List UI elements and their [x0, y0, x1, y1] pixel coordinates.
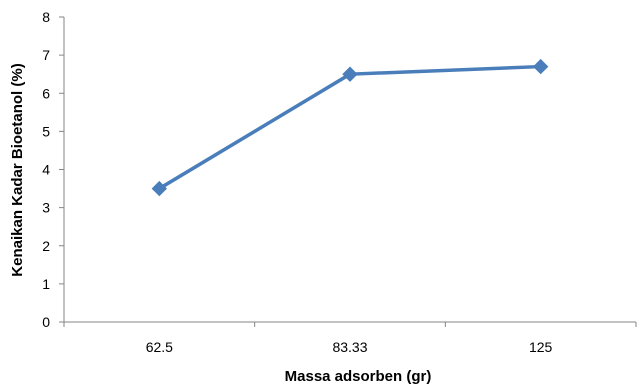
y-tick-label: 0: [42, 314, 50, 330]
data-point-marker: [342, 66, 358, 82]
x-tick-label: 125: [529, 339, 553, 355]
y-tick-label: 5: [42, 123, 50, 139]
y-tick-label: 8: [42, 9, 50, 25]
x-axis-title: Massa adsorben (gr): [285, 368, 432, 385]
x-tick-label: 83.33: [332, 339, 367, 355]
data-point-marker: [532, 58, 549, 75]
y-tick-label: 2: [42, 238, 50, 254]
data-point-marker: [151, 180, 168, 197]
y-tick-label: 1: [42, 276, 50, 292]
y-tick-label: 7: [42, 47, 50, 63]
y-tick-label: 6: [42, 85, 50, 101]
x-tick-label: 62.5: [146, 339, 173, 355]
y-tick-label: 3: [42, 200, 50, 216]
series-group: [151, 58, 549, 197]
y-axis-ticks: 0 1 2 3 4 5 6 7 8: [42, 9, 64, 330]
x-axis-ticks: 62.5 83.33 125: [63, 322, 637, 355]
series-line: [158, 64, 541, 191]
y-axis-title: Kenaikan Kadar Bioetanol (%): [9, 63, 26, 276]
y-tick-label: 4: [42, 162, 50, 178]
